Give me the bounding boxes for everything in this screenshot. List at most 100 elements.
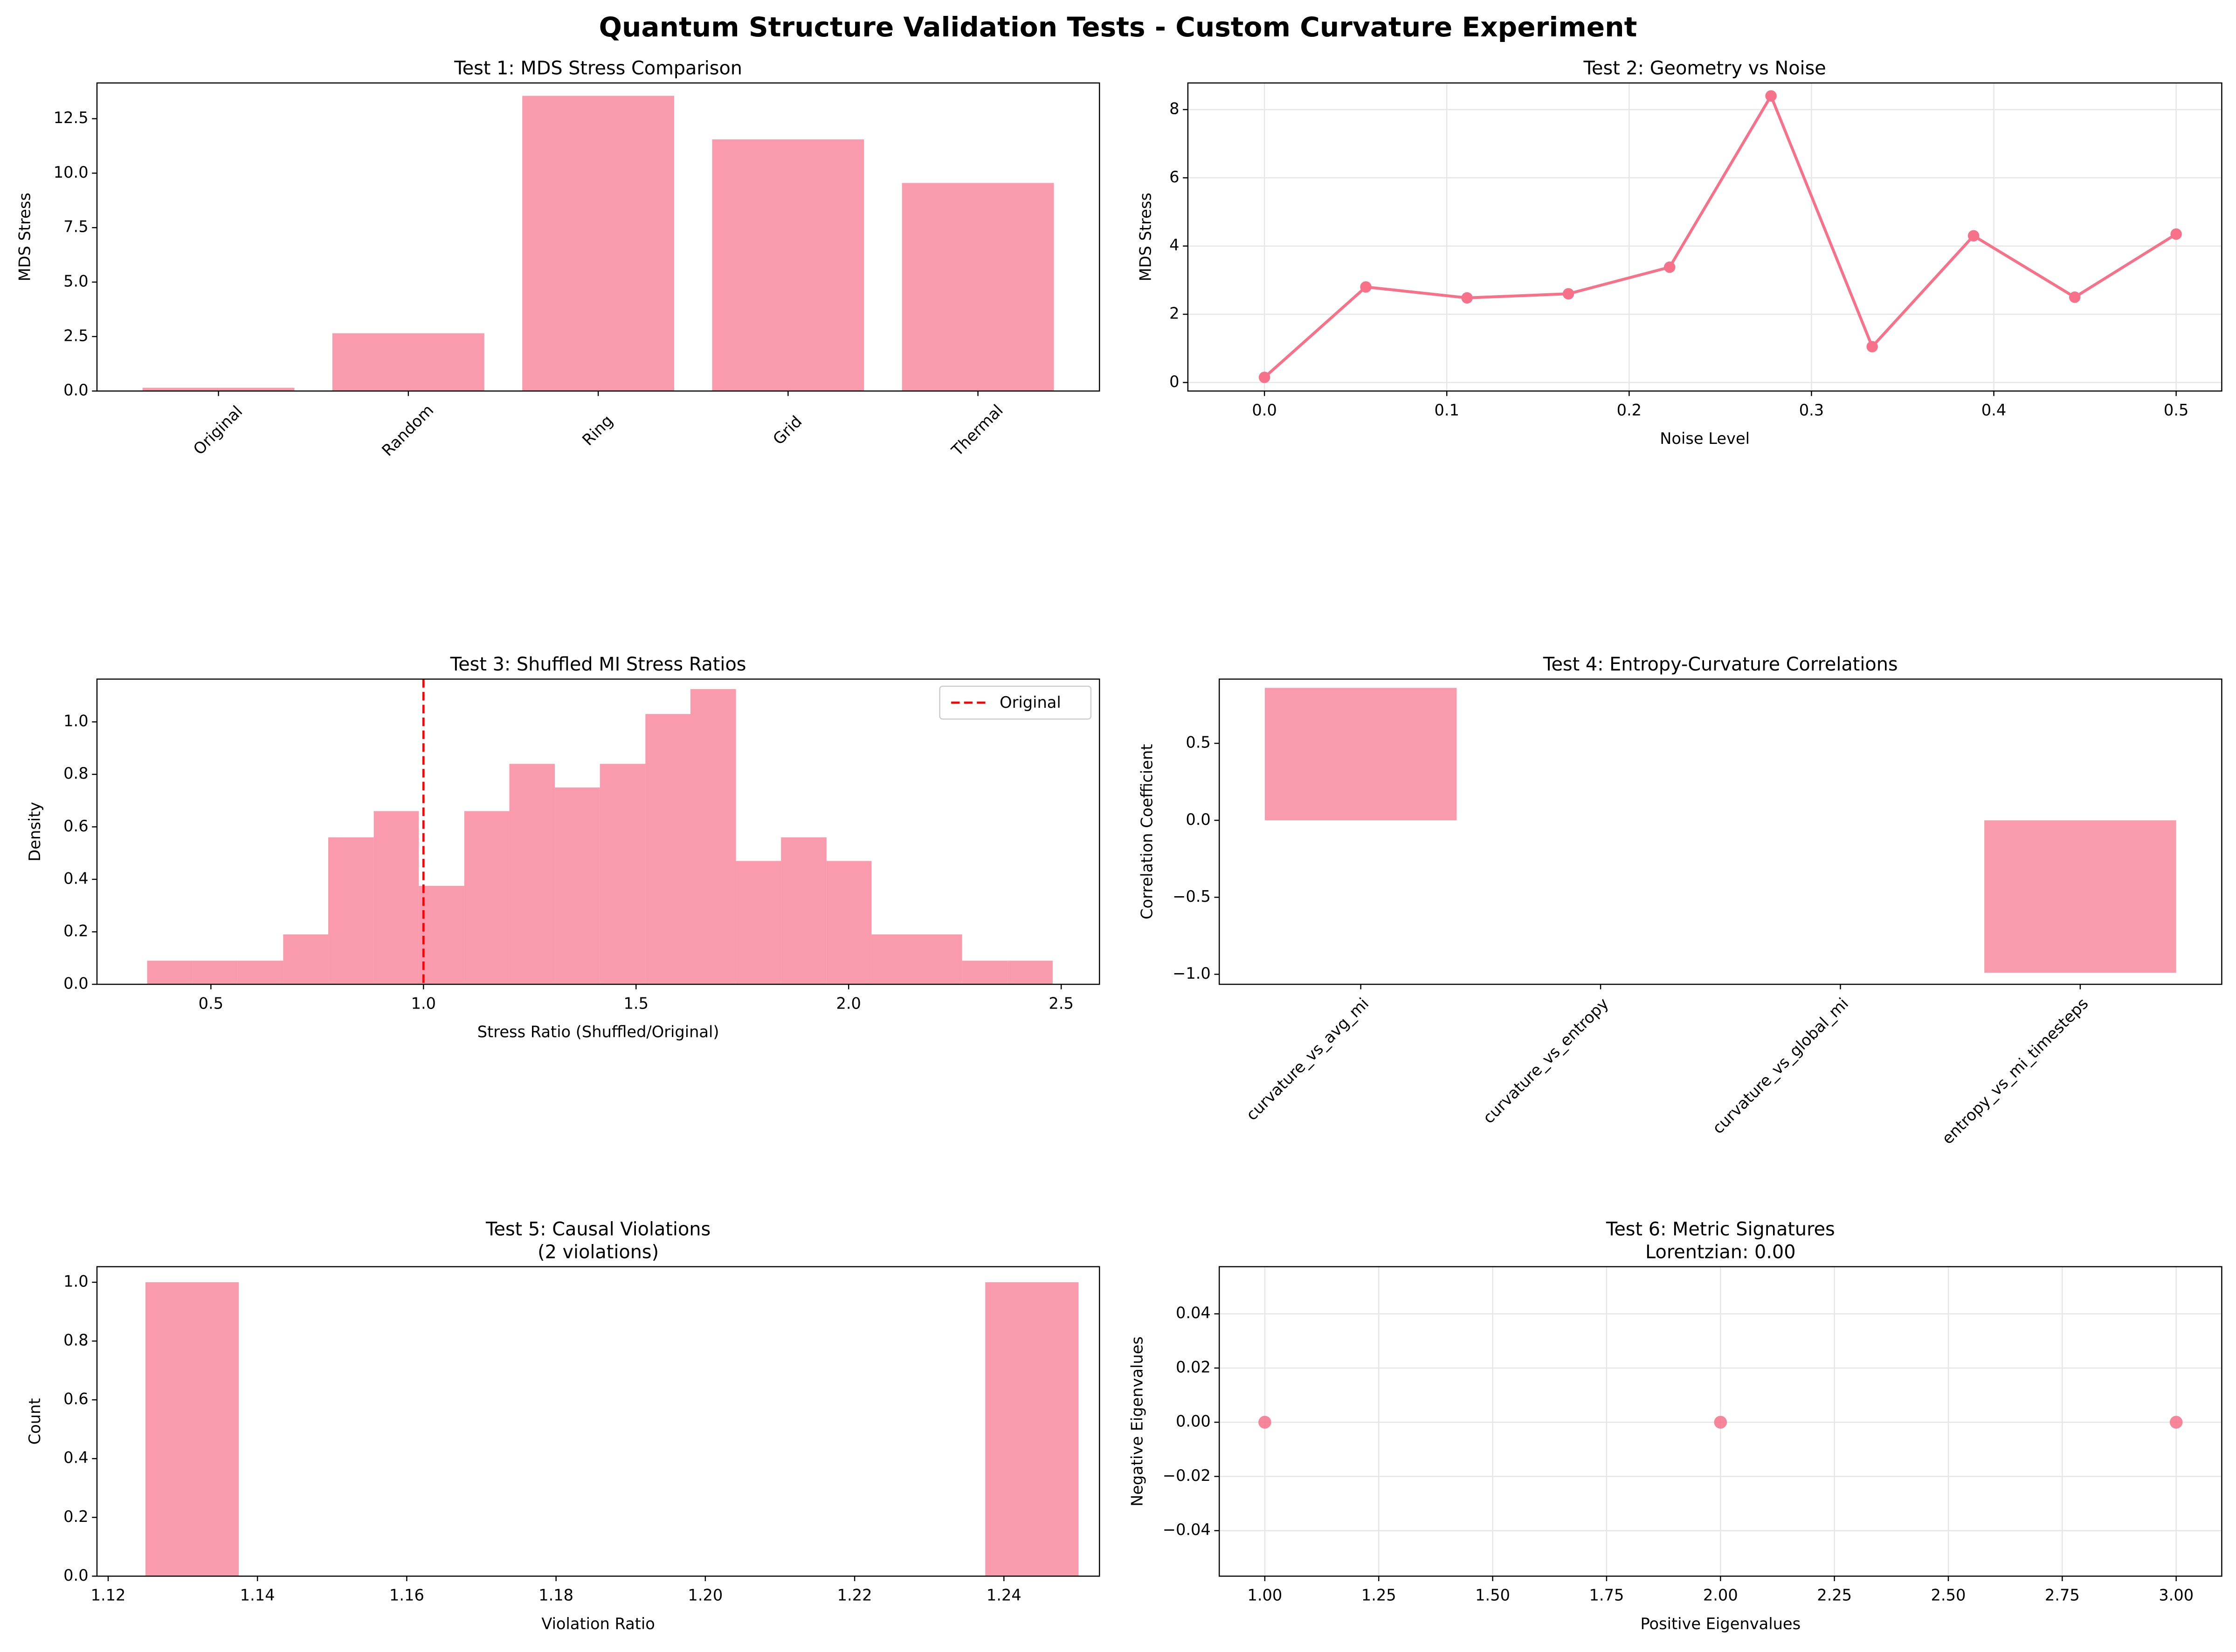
x-tick-label: 0.1: [1434, 401, 1459, 419]
bar: [283, 934, 329, 985]
x-tick-label: 1.22: [837, 1586, 872, 1604]
bar: [419, 885, 464, 985]
x-tick-label: 1.14: [240, 1586, 275, 1604]
marker: [1461, 292, 1473, 304]
bar: [509, 764, 555, 985]
y-tick-label: 1.0: [63, 712, 88, 730]
x-tick-label: 1.50: [1475, 1586, 1510, 1604]
x-tick-label: 1.0: [411, 994, 436, 1012]
bar: [962, 961, 1008, 985]
marker: [2069, 291, 2081, 303]
y-tick-label: 0.4: [63, 1449, 88, 1467]
bar: [332, 333, 484, 391]
x-tick-label: 1.25: [1361, 1586, 1396, 1604]
marker: [1360, 281, 1372, 293]
y-tick-label: 8: [1169, 99, 1179, 118]
bar: [1264, 688, 1457, 821]
marker: [1258, 372, 1270, 383]
y-axis-label: MDS Stress: [1137, 193, 1155, 281]
x-tick-label: 2.0: [836, 994, 861, 1012]
y-tick-label: −0.04: [1163, 1521, 1211, 1539]
y-tick-label: 0.00: [1176, 1412, 1211, 1431]
x-tick-label: 1.18: [538, 1586, 573, 1604]
chart-title: Test 6: Metric Signatures: [1606, 1218, 1835, 1240]
y-tick-label: 2.5: [63, 326, 88, 345]
x-axis-label: Stress Ratio (Shuffled/Original): [477, 1023, 719, 1041]
y-tick-label: 0.0: [63, 1566, 88, 1584]
point: [2169, 1416, 2183, 1429]
y-tick-label: 0: [1169, 373, 1179, 391]
bar: [1008, 961, 1053, 985]
bar: [712, 139, 864, 391]
chart-title: Test 2: Geometry vs Noise: [1583, 58, 1826, 79]
y-tick-label: −1.0: [1173, 964, 1211, 982]
x-tick-label: 0.0: [1252, 401, 1277, 419]
x-axis-label: Violation Ratio: [541, 1615, 655, 1633]
bar: [555, 787, 600, 985]
point: [1258, 1416, 1271, 1429]
bar: [464, 811, 510, 985]
axes-frame: [1218, 678, 2222, 985]
bar: [328, 837, 374, 985]
x-tick-label: 2.00: [1703, 1586, 1738, 1604]
x-axis-label: Noise Level: [1660, 429, 1750, 448]
x-tick-label: 2.75: [2045, 1586, 2080, 1604]
y-tick-label: 0.2: [63, 922, 88, 940]
x-tick-label: 2.5: [1049, 994, 1073, 1012]
y-tick-label: 0.02: [1176, 1358, 1211, 1376]
y-axis-label: MDS Stress: [16, 193, 34, 281]
y-tick-label: 6: [1169, 168, 1179, 186]
figure-title: Quantum Structure Validation Tests - Cus…: [599, 11, 1637, 43]
y-tick-label: 5.0: [63, 272, 88, 290]
bar: [600, 764, 646, 985]
y-tick-label: −0.02: [1163, 1466, 1211, 1485]
y-tick-label: 0.0: [63, 381, 88, 399]
axes-frame: [96, 678, 1100, 985]
marker: [2170, 228, 2182, 240]
x-tick-label: 1.75: [1589, 1586, 1624, 1604]
y-axis-label: Count: [26, 1398, 44, 1445]
y-tick-label: 0.8: [63, 1331, 88, 1349]
bar: [193, 961, 238, 985]
bar: [522, 96, 675, 391]
bar: [145, 1282, 239, 1576]
bar: [826, 861, 872, 985]
y-tick-label: 0.6: [63, 1390, 88, 1408]
bar: [645, 714, 690, 985]
x-tick-label: 0.4: [1981, 401, 2006, 419]
y-tick-label: 0.2: [63, 1507, 88, 1526]
chart-title: Lorentzian: 0.00: [1645, 1241, 1795, 1263]
x-tick-label: 1.16: [389, 1586, 424, 1604]
y-tick-label: 7.5: [63, 218, 88, 236]
y-tick-label: 0.04: [1176, 1304, 1211, 1322]
y-tick-label: −0.5: [1173, 887, 1211, 905]
bar: [373, 811, 419, 985]
bar: [142, 387, 295, 391]
marker: [1866, 341, 1878, 353]
bar: [902, 183, 1054, 391]
chart-title: Test 3: Shuffled MI Stress Ratios: [450, 654, 746, 675]
bar: [917, 934, 962, 985]
chart-title: Test 1: MDS Stress Comparison: [454, 58, 742, 79]
bar: [781, 837, 827, 985]
bar: [690, 689, 736, 985]
y-tick-label: 0.6: [63, 817, 88, 835]
y-tick-label: 0.0: [63, 975, 88, 993]
y-axis-label: Correlation Coefficient: [1138, 744, 1156, 919]
x-tick-label: 1.20: [688, 1586, 723, 1604]
x-tick-label: 1.24: [987, 1586, 1021, 1604]
x-tick-label: 3.00: [2159, 1586, 2194, 1604]
y-tick-label: 4: [1169, 236, 1179, 254]
x-axis-label: Positive Eigenvalues: [1640, 1615, 1801, 1633]
line: [1263, 92, 2177, 379]
x-tick-label: 0.3: [1799, 401, 1824, 419]
bar: [237, 961, 283, 985]
y-tick-label: 10.0: [54, 163, 89, 181]
x-tick-label: 2.25: [1817, 1586, 1852, 1604]
bar: [147, 961, 193, 985]
y-tick-label: 0.4: [63, 869, 88, 887]
axes-frame: [96, 82, 1100, 392]
